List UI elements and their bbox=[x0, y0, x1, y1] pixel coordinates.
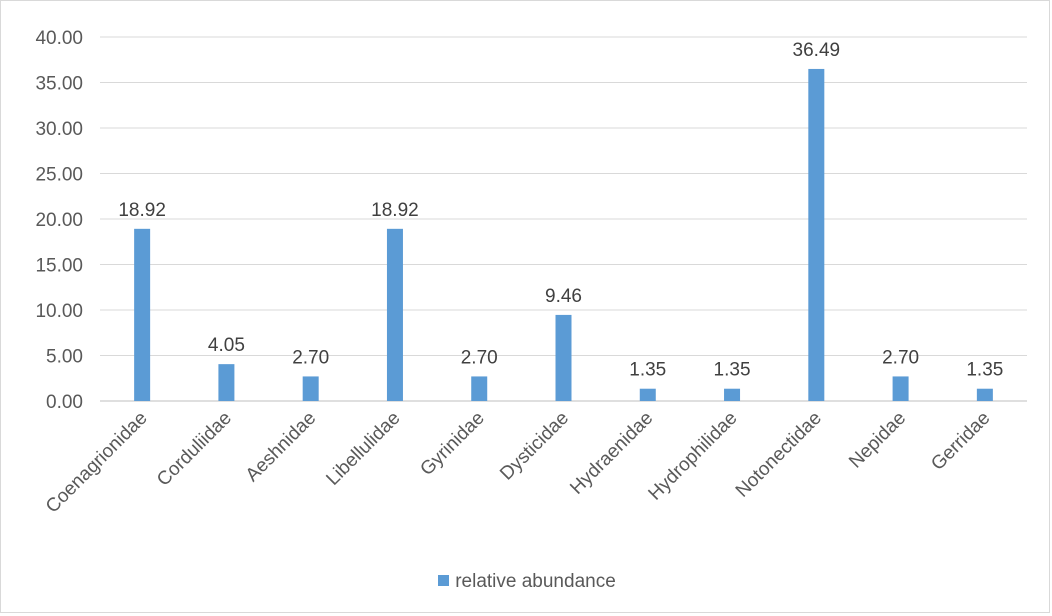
x-tick-label: Notonectidae bbox=[732, 408, 826, 502]
bar bbox=[892, 376, 909, 401]
data-label: 1.35 bbox=[966, 360, 1003, 381]
bar bbox=[218, 364, 235, 401]
x-tick-label: Gerridae bbox=[927, 408, 994, 475]
data-label: 2.70 bbox=[461, 347, 498, 368]
y-tick-label: 0.00 bbox=[46, 392, 83, 413]
x-tick-label: Hydraenidae bbox=[566, 408, 657, 499]
x-tick-label: Coenagrionidae bbox=[42, 408, 152, 518]
legend-label: relative abundance bbox=[455, 571, 616, 592]
bar bbox=[724, 388, 741, 401]
data-label: 9.46 bbox=[545, 286, 582, 307]
y-tick-label: 5.00 bbox=[46, 347, 83, 368]
data-label: 36.49 bbox=[793, 40, 841, 61]
bar bbox=[976, 388, 993, 401]
x-tick-label: Gyrinidae bbox=[416, 408, 488, 480]
legend: relative abundance bbox=[1, 571, 1052, 593]
x-tick-label: Dysticidae bbox=[496, 408, 573, 485]
bar bbox=[471, 376, 488, 401]
x-tick-label: Hydrophilidae bbox=[645, 408, 742, 505]
data-label: 18.92 bbox=[371, 200, 419, 221]
x-tick-label: Corduliidae bbox=[153, 408, 236, 491]
gridlines bbox=[100, 36, 1027, 402]
data-label: 2.70 bbox=[882, 347, 919, 368]
data-label: 2.70 bbox=[292, 347, 329, 368]
bar bbox=[302, 376, 319, 401]
y-tick-label: 25.00 bbox=[35, 165, 83, 186]
data-label: 1.35 bbox=[629, 360, 666, 381]
y-tick-label: 20.00 bbox=[35, 210, 83, 231]
y-tick-label: 30.00 bbox=[35, 119, 83, 140]
y-axis-labels: 0.00 5.00 10.00 15.00 20.00 25.00 30.00 35.00 40… bbox=[35, 28, 83, 413]
bar bbox=[808, 68, 825, 401]
x-axis-labels: Coenagrionidae Corduliidae Aeshnidae Libell… bbox=[42, 408, 994, 518]
bar bbox=[639, 388, 656, 401]
bars bbox=[134, 68, 993, 401]
data-label: 18.92 bbox=[118, 200, 166, 221]
y-tick-label: 15.00 bbox=[35, 256, 83, 277]
x-tick-label: Aeshnidae bbox=[242, 408, 320, 486]
data-label: 4.05 bbox=[208, 335, 245, 356]
bar bbox=[386, 228, 403, 401]
y-tick-label: 10.00 bbox=[35, 301, 83, 322]
legend-swatch bbox=[438, 575, 450, 586]
y-tick-label: 35.00 bbox=[35, 74, 83, 95]
bar bbox=[555, 314, 572, 401]
y-tick-label: 40.00 bbox=[35, 28, 83, 49]
bar bbox=[134, 228, 151, 401]
x-tick-label: Nepidae bbox=[845, 408, 910, 473]
data-labels: 18.92 4.05 2.70 18.92 2.70 9.46 1.35 1.35 36.49 2… bbox=[118, 40, 1003, 381]
data-label: 1.35 bbox=[714, 360, 751, 381]
x-tick-label: Libellulidae bbox=[322, 408, 404, 490]
